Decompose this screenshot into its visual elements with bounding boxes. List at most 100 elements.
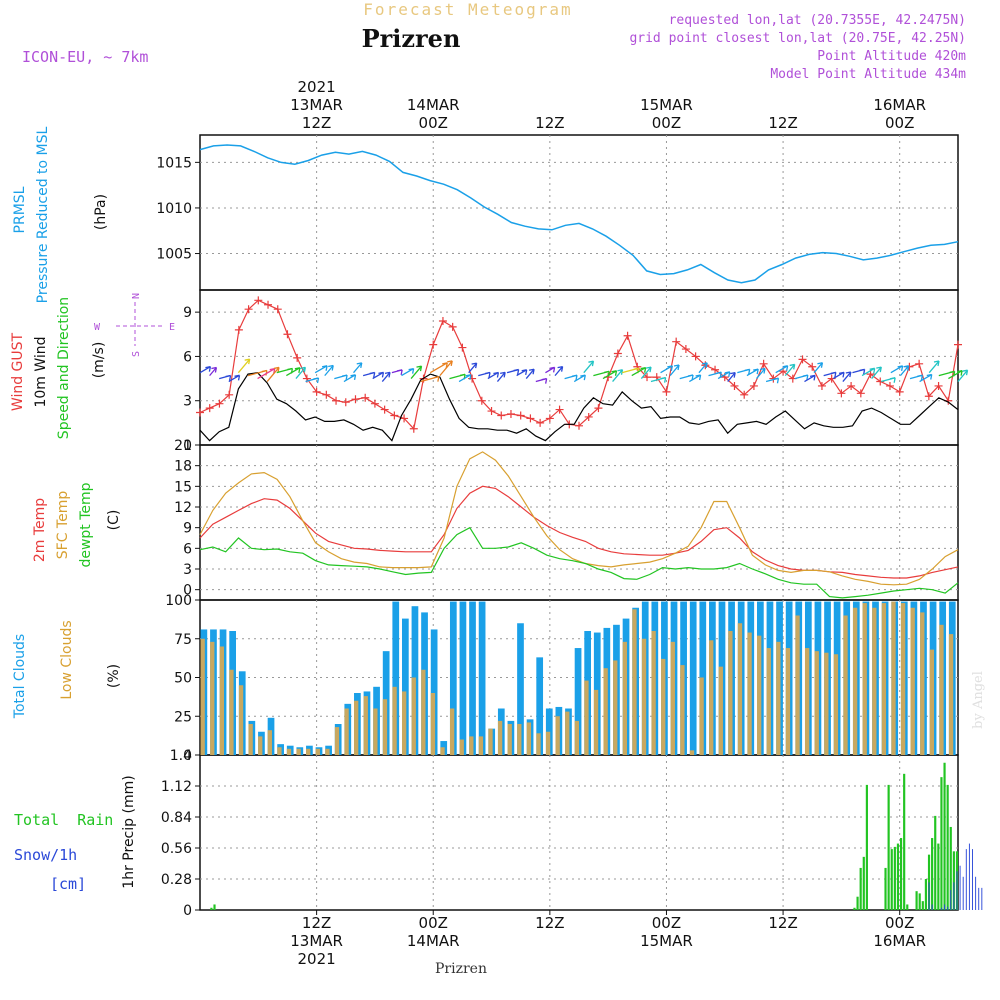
wind-arrow-head <box>580 374 586 381</box>
snow-bar <box>968 843 970 910</box>
wind-arrow-head <box>956 370 963 376</box>
snow-label: Snow/1h <box>14 846 77 864</box>
ytick-label: 0.56 <box>161 841 192 857</box>
total-cloud-bar <box>478 601 486 755</box>
compass-w: W <box>94 322 101 333</box>
wind-arrow <box>698 362 708 374</box>
gust-marker <box>196 408 204 417</box>
time-label-top: 12Z <box>768 114 797 132</box>
wind-arrow-head <box>384 371 391 378</box>
wind-arrow <box>314 365 328 374</box>
gust-marker <box>273 305 282 314</box>
rain-bar <box>887 784 890 910</box>
wind-line <box>199 372 959 442</box>
gust-marker <box>390 411 399 420</box>
low-cloud-bar <box>267 730 272 755</box>
low-cloud-bar <box>757 635 762 755</box>
low-cloud-bar <box>469 736 474 755</box>
wind-arrow-head <box>673 364 680 371</box>
time-label-bottom: 00Z <box>419 914 448 932</box>
low-cloud-bar <box>411 677 416 755</box>
sfc-temp-line <box>199 451 959 586</box>
wind-arrow <box>689 374 701 383</box>
low-clouds-label: Low Clouds <box>59 620 75 699</box>
wind-arrow <box>257 368 276 380</box>
ytick-label: 100 <box>165 593 192 609</box>
rain-bar <box>213 904 216 910</box>
gust-marker <box>837 389 846 398</box>
wind-arrow-head <box>500 371 506 378</box>
gust-marker <box>225 390 234 399</box>
wind-arrow-head <box>328 364 334 371</box>
wind-arrow-head <box>321 365 328 371</box>
wind-arrow <box>746 368 759 377</box>
time-label-bottom: 00Z <box>885 914 914 932</box>
low-cloud-bar <box>852 607 858 755</box>
wind-arrow <box>602 370 617 380</box>
gust-marker <box>584 412 593 421</box>
wind-arrow <box>899 365 910 377</box>
low-cloud-bar <box>785 648 791 755</box>
low-cloud-bar <box>843 615 848 755</box>
pressure-desc-label: Pressure Reduced to MSL <box>35 126 51 303</box>
wind-unit-label: (m/s) <box>91 342 107 379</box>
time-label-top: 00Z <box>652 114 681 132</box>
gust-marker <box>312 387 321 396</box>
low-cloud-bar <box>689 750 695 755</box>
low-cloud-bar <box>315 748 320 755</box>
gust-marker <box>594 404 603 413</box>
wind-arrow-head <box>897 365 904 371</box>
time-label-bottom: 14MAR <box>407 932 460 950</box>
precip-panel: 0 0.28 0.56 0.84 1.12 1.4 <box>161 748 959 919</box>
gust-marker <box>322 390 331 399</box>
wind-arrow-head <box>528 368 535 375</box>
ytick-label: 18 <box>174 459 192 475</box>
wind-arrow-head <box>300 366 306 373</box>
wind-arrow-head <box>962 369 969 376</box>
wind-arrow-head <box>211 366 218 373</box>
compass-s: S <box>131 351 142 357</box>
gust-marker <box>458 343 467 352</box>
rain-bar <box>884 867 887 910</box>
gust-marker <box>516 411 525 420</box>
ytick-label: 6 <box>183 349 192 365</box>
low-cloud-bar <box>210 641 215 755</box>
low-cloud-bar <box>459 739 464 755</box>
gust-marker <box>526 414 535 423</box>
wind-arrow <box>381 371 391 382</box>
wind-arrow-head <box>541 377 548 384</box>
total-clouds-label: Total Clouds <box>12 634 28 719</box>
wind-arrow-head <box>759 367 766 374</box>
low-cloud-bar <box>862 603 867 755</box>
wind-arrow-head <box>416 365 423 372</box>
gust-marker <box>448 322 457 331</box>
wind-arrow-head <box>378 371 385 378</box>
wind-arrow <box>237 358 251 374</box>
snow-bar <box>953 882 955 910</box>
wind-arrow-head <box>660 376 667 383</box>
wind-arrow-head <box>369 371 376 378</box>
gust-marker <box>895 387 904 396</box>
gust-marker <box>856 389 865 398</box>
wind-arrow <box>612 369 623 382</box>
low-cloud-bar <box>555 716 560 755</box>
low-cloud-bar <box>680 665 685 755</box>
gust-marker <box>866 370 875 379</box>
gust-marker <box>847 381 856 390</box>
wind-arrow-head <box>557 365 564 372</box>
low-cloud-bar <box>622 641 627 755</box>
wind-arrow-head <box>859 368 866 375</box>
snow-bar <box>962 876 964 910</box>
wind-arrow <box>640 366 652 379</box>
watermark: by Angel <box>971 671 986 729</box>
ytick-label: 75 <box>174 632 192 648</box>
gust-marker <box>400 414 409 423</box>
time-label-bottom: 12Z <box>302 914 331 932</box>
temp2m-line <box>199 485 959 579</box>
rain-bar <box>853 907 856 910</box>
ytick-label: 6 <box>183 541 192 557</box>
rain-bar <box>924 879 928 910</box>
wind-arrow <box>209 367 217 377</box>
gust-marker <box>915 359 924 368</box>
ytick-label: 1010 <box>156 201 192 217</box>
